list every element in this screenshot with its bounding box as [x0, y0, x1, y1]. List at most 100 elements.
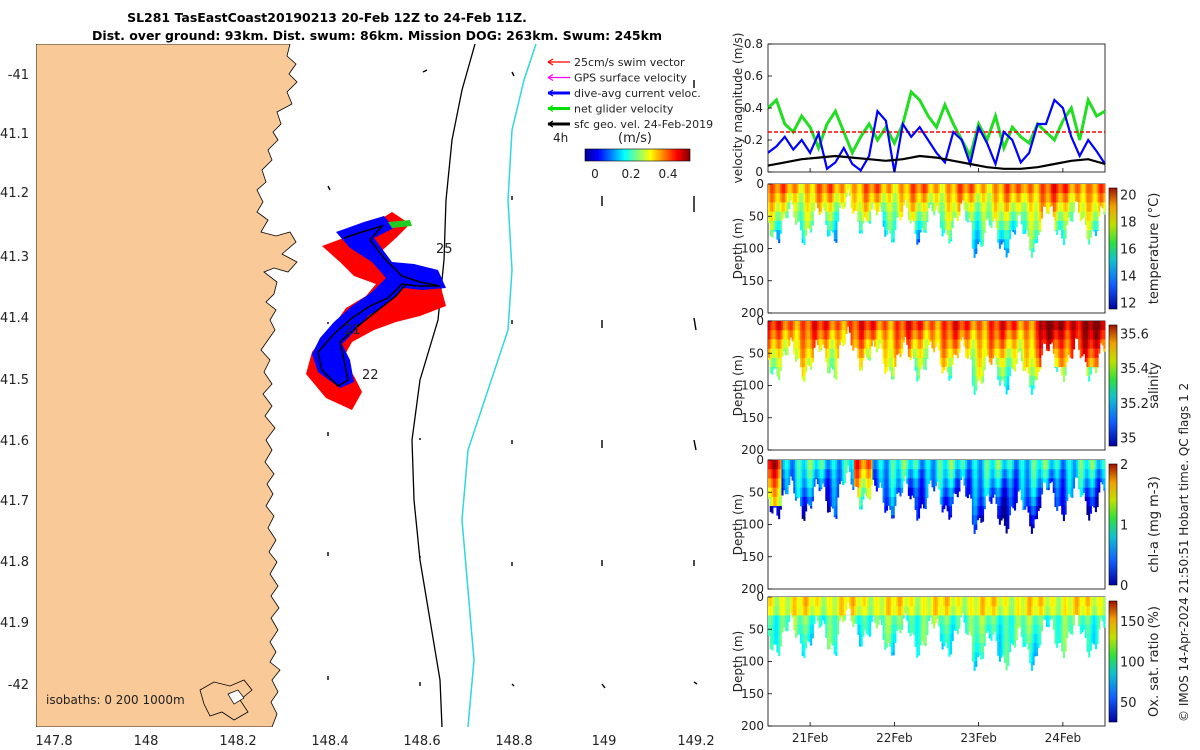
section-cell: [1039, 211, 1042, 222]
section-cell: [1057, 339, 1060, 350]
section-cell: [783, 211, 786, 215]
section-cell: [938, 487, 941, 490]
section-cell: [805, 643, 808, 649]
section-cell: [901, 487, 904, 493]
section-cell: [941, 606, 944, 616]
section-cell: [1083, 597, 1086, 607]
footer-credit: © IMOS 14-Apr-2024 21:50:51 Hobart time.…: [1177, 383, 1191, 722]
section-cell: [783, 487, 786, 491]
section-cell: [773, 348, 776, 359]
section-cell: [971, 624, 974, 635]
section-cell: [1042, 184, 1045, 194]
section-cell: [983, 597, 986, 607]
section-cell: [966, 202, 969, 213]
section-cell: [891, 193, 894, 203]
section-cell: [862, 184, 865, 194]
section-cell: [914, 643, 917, 647]
section-cell: [939, 478, 942, 489]
section-cell: [1017, 624, 1020, 629]
section-cell: [842, 193, 845, 203]
section-cell: [985, 339, 988, 350]
section-cell: [801, 487, 804, 498]
section-cell: [1005, 597, 1008, 607]
section-cell: [943, 321, 946, 331]
section-cell: [901, 478, 904, 489]
section-cell: [968, 330, 971, 340]
section-cell: [815, 615, 818, 617]
section-cell: [1025, 597, 1028, 607]
section-cell: [1037, 357, 1040, 368]
section-cell: [1054, 487, 1057, 498]
section-cell: [901, 202, 904, 213]
section-cell: [857, 496, 860, 498]
section-cell: [1094, 211, 1097, 222]
section-cell: [1019, 487, 1022, 490]
section-cell: [1019, 606, 1022, 616]
section-cell: [917, 230, 921, 240]
section-cell: [805, 624, 808, 635]
section-cell: [891, 643, 894, 653]
section-cell: [949, 348, 953, 359]
section-cell: [862, 487, 865, 498]
section-cell: [912, 606, 915, 616]
section-cell: [924, 339, 927, 350]
section-cell: [1059, 321, 1062, 331]
section-cell: [1071, 624, 1074, 635]
section-cell: [949, 506, 953, 516]
section-cell: [902, 202, 905, 206]
section-cell: [1057, 348, 1060, 359]
section-cell: [789, 193, 792, 201]
section-cell: [826, 615, 830, 626]
section-cell: [1002, 469, 1005, 479]
section-cell: [821, 184, 824, 194]
section-cell: [965, 339, 968, 350]
section-cell: [810, 624, 813, 635]
section-cell: [1029, 385, 1032, 388]
section-cell: [909, 460, 912, 470]
section-cell: [1022, 367, 1025, 372]
section-cell: [1029, 220, 1032, 231]
section-cell: [769, 220, 772, 231]
section-cell: [1007, 239, 1010, 249]
section-cell: [951, 202, 954, 213]
section-cell: [1079, 211, 1082, 222]
section-cell: [1091, 330, 1094, 340]
section-cell: [1099, 469, 1103, 479]
section-cell: [818, 460, 821, 470]
section-cell: [948, 184, 951, 194]
section-cell: [875, 624, 878, 629]
section-cell: [1079, 460, 1082, 470]
section-cell: [808, 202, 811, 213]
section-cell: [1024, 348, 1027, 359]
section-cell: [983, 339, 986, 350]
section-cell: [944, 597, 947, 607]
section-cell: [956, 339, 959, 350]
section-cell: [970, 606, 973, 616]
section-cell: [779, 184, 782, 194]
section-cell: [847, 321, 850, 327]
section-cell: [1014, 624, 1017, 635]
section-cell: [1007, 624, 1010, 635]
section-cell: [970, 321, 973, 331]
section-cell: [1007, 211, 1010, 222]
section-cell: [779, 469, 782, 479]
section-cell: [951, 597, 954, 607]
section-cell: [911, 615, 914, 626]
section-cell: [774, 615, 777, 626]
section-cell: [931, 321, 934, 331]
section-cell: [821, 321, 824, 331]
section-cell: [870, 193, 873, 203]
section-cell: [923, 348, 926, 359]
section-cell: [853, 597, 857, 607]
section-cell: [1056, 202, 1059, 213]
section-cell: [1088, 230, 1091, 240]
section-cell: [875, 460, 878, 470]
section-cell: [968, 615, 971, 626]
legend-label: 25cm/s swim vector: [574, 56, 685, 69]
section-cell: [1066, 348, 1069, 359]
section-cell: [973, 211, 976, 222]
section-cell: [1029, 487, 1032, 498]
section-cell: [919, 357, 922, 368]
section-cell: [933, 184, 936, 194]
section-cell: [1051, 478, 1054, 482]
